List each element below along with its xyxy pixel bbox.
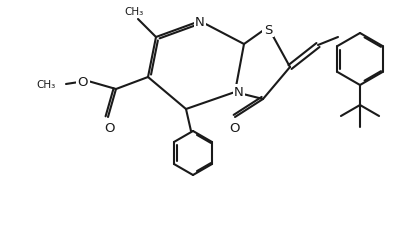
Text: CH₃: CH₃ (124, 7, 143, 17)
Text: O: O (229, 121, 240, 134)
Text: S: S (263, 23, 271, 36)
Text: N: N (233, 86, 243, 99)
Text: CH₃: CH₃ (36, 80, 56, 90)
Text: O: O (105, 121, 115, 134)
Text: N: N (194, 16, 205, 28)
Text: O: O (77, 76, 88, 89)
